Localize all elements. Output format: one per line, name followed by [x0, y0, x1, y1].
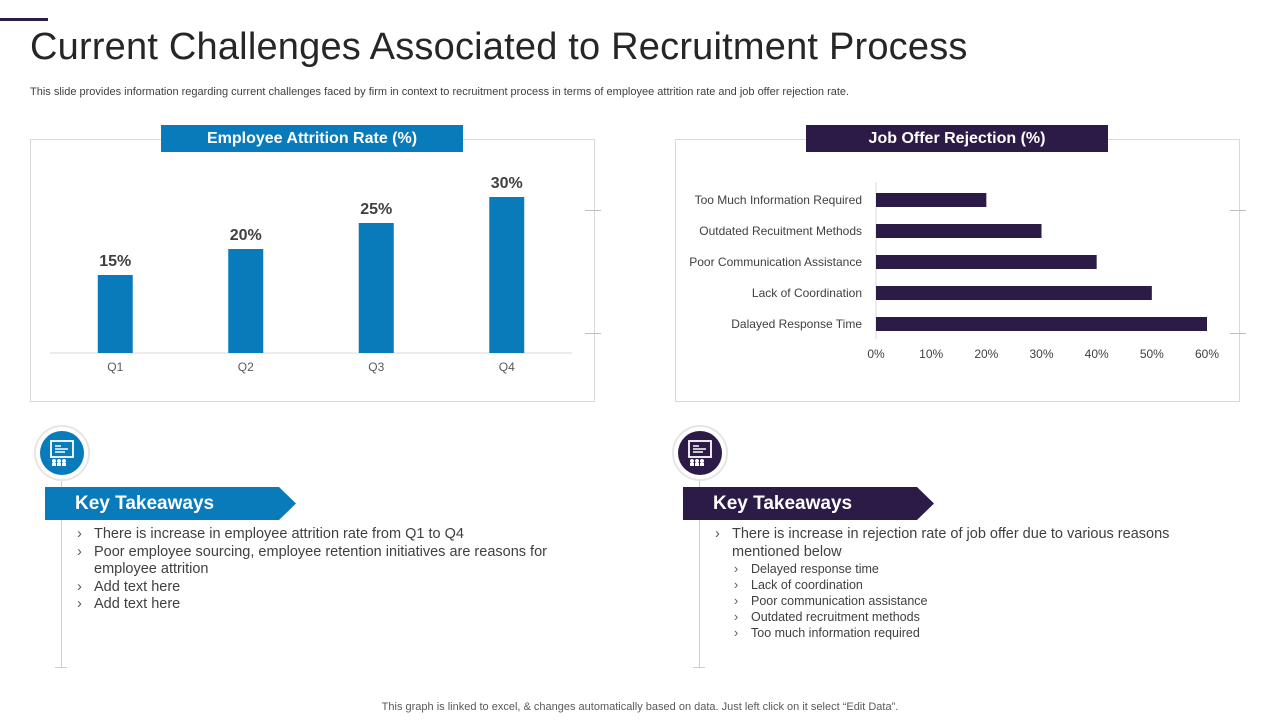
- takeaway-left-badge: [34, 425, 90, 481]
- x-tick-label: 60%: [1195, 347, 1219, 361]
- takeaway-right-sublist: Delayed response time Lack of coordinati…: [732, 561, 1193, 641]
- presentation-icon: [688, 440, 712, 466]
- list-item: Delayed response time: [732, 561, 1193, 577]
- y-tick-label: Outdated Recuitment Methods: [699, 224, 862, 238]
- bar: [876, 224, 1042, 238]
- presentation-icon: [50, 440, 74, 466]
- takeaway-right-connector-cap: [693, 667, 705, 668]
- bar: [228, 249, 264, 353]
- takeaway-left-list: There is increase in employee attrition …: [75, 526, 565, 614]
- page-subtitle: This slide provides information regardin…: [30, 86, 850, 98]
- bar: [97, 275, 133, 353]
- data-label: 25%: [360, 201, 392, 218]
- x-tick-label: 40%: [1085, 347, 1109, 361]
- list-item: There is increase in rejection rate of j…: [713, 526, 1193, 641]
- y-tick-label: Lack of Coordination: [752, 286, 862, 300]
- x-tick-label: 0%: [867, 347, 885, 361]
- attrition-chart-title: Employee Attrition Rate (%): [161, 125, 463, 152]
- y-tick-label: Too Much Information Required: [695, 193, 862, 207]
- takeaway-left-connector-cap: [55, 667, 67, 668]
- x-tick-label: Q2: [238, 360, 254, 374]
- panel-edge-mark: [585, 210, 601, 211]
- x-tick-label: 20%: [974, 347, 998, 361]
- list-item: Lack of coordination: [732, 577, 1193, 593]
- bar: [876, 255, 1097, 269]
- list-item: Outdated recruitment methods: [732, 609, 1193, 625]
- x-tick-label: 10%: [919, 347, 943, 361]
- y-tick-label: Dalayed Response Time: [731, 317, 862, 331]
- x-tick-label: 30%: [1029, 347, 1053, 361]
- panel-edge-mark: [1230, 210, 1246, 211]
- bar: [876, 286, 1152, 300]
- data-label: 30%: [491, 175, 523, 192]
- bar: [358, 223, 394, 353]
- bar: [876, 193, 987, 207]
- takeaway-right-list: There is increase in rejection rate of j…: [713, 526, 1193, 641]
- page-title: Current Challenges Associated to Recruit…: [30, 26, 968, 68]
- bar: [876, 317, 1207, 331]
- list-item: Too much information required: [732, 625, 1193, 641]
- takeaway-right-connector: [699, 478, 700, 668]
- x-tick-label: Q1: [107, 360, 123, 374]
- rejection-chart-panel: [675, 139, 1240, 402]
- takeaway-left-heading: Key Takeaways: [45, 487, 296, 520]
- takeaway-right-intro: There is increase in rejection rate of j…: [732, 526, 1170, 560]
- footer-note: This graph is linked to excel, & changes…: [381, 701, 899, 713]
- x-tick-label: Q3: [368, 360, 384, 374]
- takeaway-right-badge: [672, 425, 728, 481]
- rejection-bar-chart[interactable]: Too Much Information Required Outdated Re…: [0, 0, 1280, 420]
- rejection-chart-title: Job Offer Rejection (%): [806, 125, 1108, 152]
- list-item: Add text here: [75, 579, 565, 597]
- x-tick-label: 50%: [1140, 347, 1164, 361]
- list-item: Add text here: [75, 596, 565, 614]
- takeaway-left-connector: [61, 478, 62, 668]
- takeaway-right-heading: Key Takeaways: [683, 487, 934, 520]
- data-label: 15%: [99, 253, 131, 270]
- title-accent-line: [0, 18, 48, 21]
- data-label: 20%: [230, 227, 262, 244]
- y-tick-label: Poor Communication Assistance: [689, 255, 862, 269]
- list-item: Poor communication assistance: [732, 593, 1193, 609]
- panel-edge-mark: [1230, 333, 1246, 334]
- bar: [489, 197, 525, 353]
- list-item: Poor employee sourcing, employee retenti…: [75, 544, 565, 579]
- x-tick-label: Q4: [499, 360, 515, 374]
- attrition-bar-chart[interactable]: 15% Q1 20% Q2 25% Q3 30% Q4: [0, 0, 1280, 420]
- list-item: There is increase in employee attrition …: [75, 526, 565, 544]
- panel-edge-mark: [585, 333, 601, 334]
